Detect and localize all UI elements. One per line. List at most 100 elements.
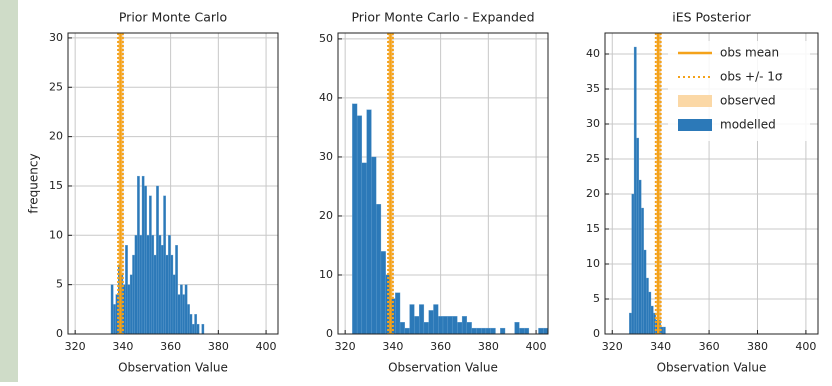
y-tick-label: 5 (56, 278, 63, 291)
histogram-bar (154, 255, 156, 334)
histogram-bar (414, 316, 419, 334)
histogram-bar (175, 245, 177, 334)
figure: 320340360380400051015202530Prior Monte C… (0, 0, 832, 382)
y-tick-label: 40 (319, 91, 333, 104)
histogram-bar (180, 285, 182, 334)
histogram-bar (140, 235, 142, 334)
y-tick-label: 0 (56, 327, 63, 340)
x-tick-label: 320 (65, 340, 86, 353)
x-axis-label: Observation Value (118, 361, 228, 375)
histogram-bar (538, 328, 543, 334)
histogram-bar (481, 328, 486, 334)
histogram-bar (125, 245, 127, 334)
x-tick-label: 400 (526, 340, 547, 353)
histogram-bar (457, 322, 462, 334)
x-axis-label: Observation Value (657, 361, 767, 375)
histogram-bar (641, 208, 643, 334)
histogram-bar (462, 316, 467, 334)
histogram-bar (472, 328, 477, 334)
histogram-bar (362, 163, 367, 334)
histogram-bar (192, 324, 194, 334)
y-tick-label: 30 (49, 31, 63, 44)
histogram-bar (639, 180, 641, 334)
chart-title: Prior Monte Carlo (119, 10, 227, 25)
histogram-bar (357, 116, 362, 334)
histogram-bar (400, 322, 405, 334)
histogram-bar (410, 304, 415, 334)
histogram-bar (629, 313, 631, 334)
histogram-bar (166, 255, 168, 334)
y-tick-label: 10 (319, 268, 333, 281)
y-tick-label: 30 (586, 117, 600, 130)
histogram-bar (111, 285, 113, 334)
histogram-bar (352, 104, 357, 334)
y-tick-label: 15 (586, 222, 600, 235)
histogram-bar (178, 295, 180, 334)
histogram-bar (367, 110, 372, 334)
histogram-bar (147, 235, 149, 334)
x-tick-label: 360 (699, 340, 720, 353)
x-tick-label: 380 (478, 340, 499, 353)
histogram-bar (519, 328, 524, 334)
y-tick-label: 10 (49, 228, 63, 241)
y-tick-label: 15 (49, 179, 63, 192)
histogram-bar (636, 138, 638, 334)
y-tick-label: 50 (319, 32, 333, 45)
histogram-bar (433, 304, 438, 334)
legend-label: modelled (720, 118, 776, 132)
histogram-bar (163, 196, 165, 334)
chart-title: iES Posterior (672, 10, 751, 25)
histogram-bar (651, 306, 653, 334)
histogram-bar (419, 304, 424, 334)
y-tick-label: 10 (586, 257, 600, 270)
histogram-bar (135, 235, 137, 334)
histogram-bar (130, 275, 132, 334)
histogram-bar (159, 235, 161, 334)
y-tick-label: 5 (593, 292, 600, 305)
histogram-bar (500, 328, 505, 334)
histogram-bar (448, 316, 453, 334)
histogram-bar (149, 196, 151, 334)
histogram-bar (424, 322, 429, 334)
histogram-bar (194, 314, 196, 334)
y-tick-label: 25 (586, 152, 600, 165)
x-tick-label: 360 (430, 340, 451, 353)
y-tick-label: 20 (319, 209, 333, 222)
x-tick-label: 400 (795, 340, 816, 353)
histogram-bar (543, 328, 548, 334)
histogram-bar (632, 194, 634, 334)
legend-swatch (678, 119, 712, 131)
y-tick-label: 0 (593, 327, 600, 340)
histogram-bar (190, 314, 192, 334)
y-axis-label: frequency (27, 153, 41, 213)
histogram-bar (634, 47, 636, 334)
histogram-bar (515, 322, 520, 334)
x-axis-label: Observation Value (388, 361, 498, 375)
histogram-bar (156, 186, 158, 334)
histogram-bar (438, 316, 443, 334)
y-tick-label: 35 (586, 82, 600, 95)
histogram-bar (467, 322, 472, 334)
x-tick-label: 340 (650, 340, 671, 353)
histogram-bar (443, 316, 448, 334)
legend-swatch (678, 95, 712, 107)
histogram-bar (144, 186, 146, 334)
histogram-bar (646, 278, 648, 334)
x-tick-label: 320 (335, 340, 356, 353)
histogram-bar (405, 328, 410, 334)
x-tick-label: 360 (160, 340, 181, 353)
histogram-bar (491, 328, 496, 334)
histogram-bar (152, 235, 154, 334)
y-tick-label: 30 (319, 150, 333, 163)
histogram-bar (524, 328, 529, 334)
histogram-bar (183, 295, 185, 334)
histogram-bar (161, 245, 163, 334)
legend-label: obs +/- 1σ (720, 70, 783, 84)
legend-label: obs mean (720, 46, 779, 60)
histogram-bar (381, 251, 386, 334)
histogram-bar (173, 275, 175, 334)
histogram-bar (132, 255, 134, 334)
x-tick-label: 340 (112, 340, 133, 353)
histogram-bar (202, 324, 204, 334)
map-edge (0, 0, 18, 382)
